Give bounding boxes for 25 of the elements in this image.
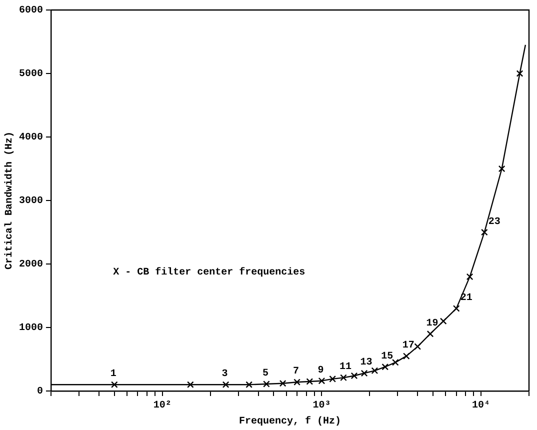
x-tick-label: 10² xyxy=(153,400,172,412)
annotation: 7 xyxy=(293,366,300,378)
y-axis-title: Critical Bandwidth (Hz) xyxy=(4,131,16,270)
y-tick-label: 4000 xyxy=(18,132,44,144)
y-tick-label: 0 xyxy=(36,386,44,398)
y-tick-label: 6000 xyxy=(18,6,44,17)
annotation: 23 xyxy=(488,216,500,228)
annotation: 3 xyxy=(222,369,228,380)
x-axis-title: Frequency, f (Hz) xyxy=(238,416,342,428)
x-tick-label: 10³ xyxy=(312,400,331,412)
annotation: 5 xyxy=(262,368,268,380)
annotation: 15 xyxy=(381,351,394,362)
annotation: 13 xyxy=(360,358,372,369)
annotation: 19 xyxy=(426,318,438,330)
annotation: 21 xyxy=(460,292,472,304)
annotation: 17 xyxy=(402,340,414,352)
y-tick-label: 2000 xyxy=(18,260,44,271)
annotation: X - CB filter center frequencies xyxy=(113,266,306,278)
annotation: 11 xyxy=(339,362,352,374)
annotation: 9 xyxy=(318,365,324,376)
y-tick-label: 5000 xyxy=(18,69,44,80)
x-tick-label: 10⁴ xyxy=(472,400,490,412)
annotation: 1 xyxy=(110,369,116,380)
y-tick-label: 3000 xyxy=(18,196,44,208)
y-tick-label: 1000 xyxy=(18,323,44,334)
